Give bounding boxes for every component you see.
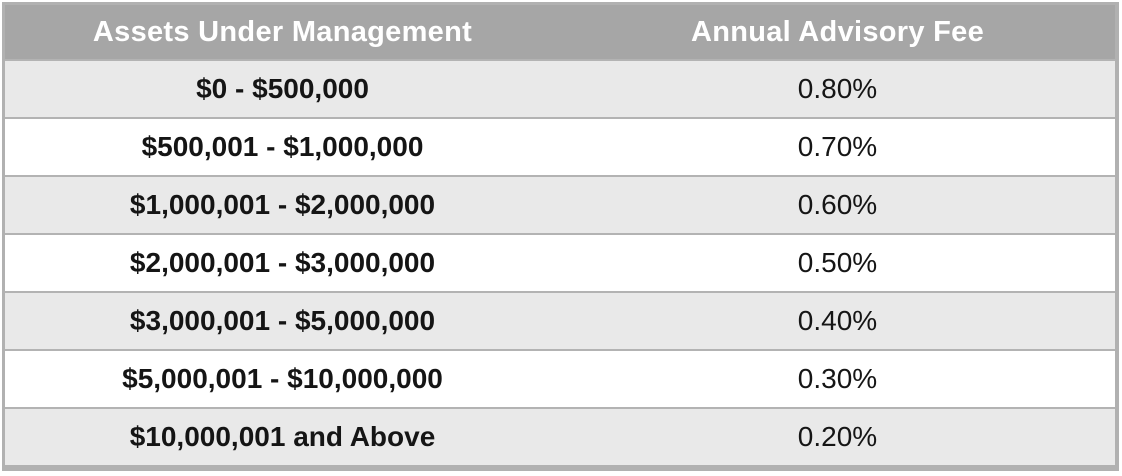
column-header-fee: Annual Advisory Fee (560, 5, 1115, 60)
fee-value-cell: 0.70% (560, 117, 1115, 176)
aum-range-cell: $5,000,001 - $10,000,000 (5, 349, 560, 408)
fee-value-cell: 0.40% (560, 291, 1115, 350)
table-row: $10,000,001 and Above 0.20% (5, 407, 1115, 465)
aum-range-cell: $10,000,001 and Above (5, 407, 560, 465)
fee-value-cell: 0.30% (560, 349, 1115, 408)
table-row: $3,000,001 - $5,000,000 0.40% (5, 291, 1115, 350)
table-row: $5,000,001 - $10,000,000 0.30% (5, 349, 1115, 408)
aum-range-cell: $1,000,001 - $2,000,000 (5, 175, 560, 234)
fee-value-cell: 0.50% (560, 233, 1115, 292)
aum-range-cell: $2,000,001 - $3,000,000 (5, 233, 560, 292)
column-header-aum: Assets Under Management (5, 5, 560, 60)
header-row: Assets Under Management Annual Advisory … (5, 5, 1115, 60)
aum-range-cell: $3,000,001 - $5,000,000 (5, 291, 560, 350)
fee-value-cell: 0.80% (560, 59, 1115, 118)
table-row: $1,000,001 - $2,000,000 0.60% (5, 175, 1115, 234)
table-row: $500,001 - $1,000,000 0.70% (5, 117, 1115, 176)
fee-value-cell: 0.60% (560, 175, 1115, 234)
aum-range-cell: $0 - $500,000 (5, 59, 560, 118)
table-row: $2,000,001 - $3,000,000 0.50% (5, 233, 1115, 292)
aum-range-cell: $500,001 - $1,000,000 (5, 117, 560, 176)
fee-value-cell: 0.20% (560, 407, 1115, 465)
advisory-fee-table: Assets Under Management Annual Advisory … (5, 5, 1115, 465)
table-row: $0 - $500,000 0.80% (5, 59, 1115, 118)
